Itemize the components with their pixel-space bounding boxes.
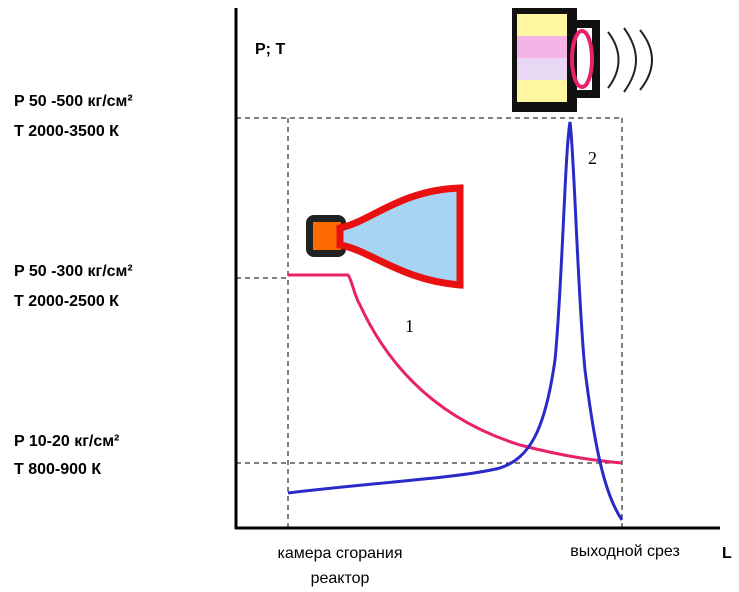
pressure-label: P 50 -500 кг/см² bbox=[14, 93, 133, 110]
x-label: реактор bbox=[311, 570, 370, 587]
pressure-label: P 10-20 кг/см² bbox=[14, 433, 119, 450]
exit-icon bbox=[512, 8, 653, 112]
nozzle-icon bbox=[306, 184, 464, 289]
curve-label: 1 bbox=[405, 316, 414, 336]
guides bbox=[236, 117, 623, 528]
curve-1 bbox=[288, 273, 623, 465]
curve-label: 2 bbox=[588, 148, 597, 168]
temperature-label: T 800-900 К bbox=[14, 461, 101, 478]
axis-label: P; T bbox=[255, 41, 285, 58]
temperature-label: T 2000-2500 К bbox=[14, 293, 119, 310]
x-label: камера сгорания bbox=[277, 545, 402, 562]
x-axis-label: L bbox=[722, 545, 732, 562]
pressure-label: P 50 -300 кг/см² bbox=[14, 263, 133, 280]
x-label: выходной срез bbox=[570, 543, 680, 560]
curve-2 bbox=[287, 121, 624, 521]
temperature-label: T 2000-3500 К bbox=[14, 123, 119, 140]
